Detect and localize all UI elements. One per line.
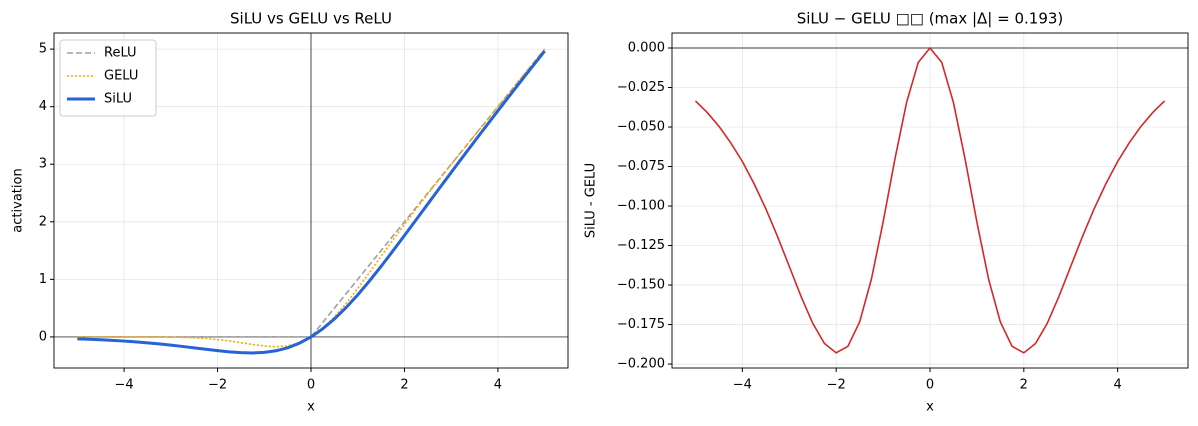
chart-title: SiLU vs GELU vs ReLU — [230, 10, 392, 28]
x-tick-label: 2 — [400, 378, 408, 393]
axes: SiLU vs GELU vs ReLU x activation −4 −2 0 2 4 0 1… — [11, 10, 569, 415]
plot-frame — [671, 32, 1189, 369]
y-tick-label: −0.200 — [617, 357, 665, 372]
y-tick-label: −0.075 — [617, 159, 665, 174]
y-tick-label: −0.125 — [617, 238, 665, 253]
x-tick-label: 4 — [1113, 378, 1121, 393]
y-tick-label: 5 — [39, 42, 47, 57]
legend-label: ReLU — [104, 46, 137, 61]
y-tick-label: 4 — [39, 99, 47, 114]
x-tick-label: −4 — [115, 378, 134, 393]
y-tick-label: 1 — [39, 272, 47, 287]
x-tick-label: −4 — [733, 378, 752, 393]
series-line — [694, 46, 1166, 354]
y-tick-label: −0.175 — [617, 317, 665, 332]
x-tick-label: 0 — [926, 378, 934, 393]
x-tick-label: 2 — [1020, 378, 1028, 393]
x-axis-label: x — [307, 400, 315, 415]
x-tick-label: −2 — [827, 378, 846, 393]
y-tick-label: 2 — [39, 214, 47, 229]
chart-title: SiLU − GELU □□ (max |Δ| = 0.193) — [797, 10, 1064, 28]
y-tick-label: −0.150 — [617, 278, 665, 293]
x-tick-label: 4 — [494, 378, 502, 393]
x-axis-label: x — [926, 400, 934, 415]
legend-box — [59, 39, 157, 117]
y-tick-label: −0.100 — [617, 199, 665, 214]
plot-frame — [53, 32, 569, 369]
y-axis-label: activation — [11, 168, 26, 232]
x-tick-label: 0 — [307, 378, 315, 393]
y-tick-label: 0 — [39, 329, 47, 344]
y-tick-label: 0.000 — [628, 41, 665, 56]
y-tick-label: −0.025 — [617, 80, 665, 95]
legend: ReLU GELU SiLU — [59, 39, 157, 117]
y-axis-label: SiLU - GELU — [584, 163, 599, 238]
axes: SiLU − GELU □□ (max |Δ| = 0.193) x SiLU - … — [584, 10, 1189, 415]
y-tick-label: −0.050 — [617, 120, 665, 135]
series-line — [77, 50, 546, 355]
legend-label: SiLU — [104, 92, 132, 107]
x-tick-label: −2 — [208, 378, 227, 393]
legend-label: GELU — [104, 69, 138, 84]
series-line — [77, 48, 546, 348]
y-tick-label: 3 — [39, 157, 47, 172]
